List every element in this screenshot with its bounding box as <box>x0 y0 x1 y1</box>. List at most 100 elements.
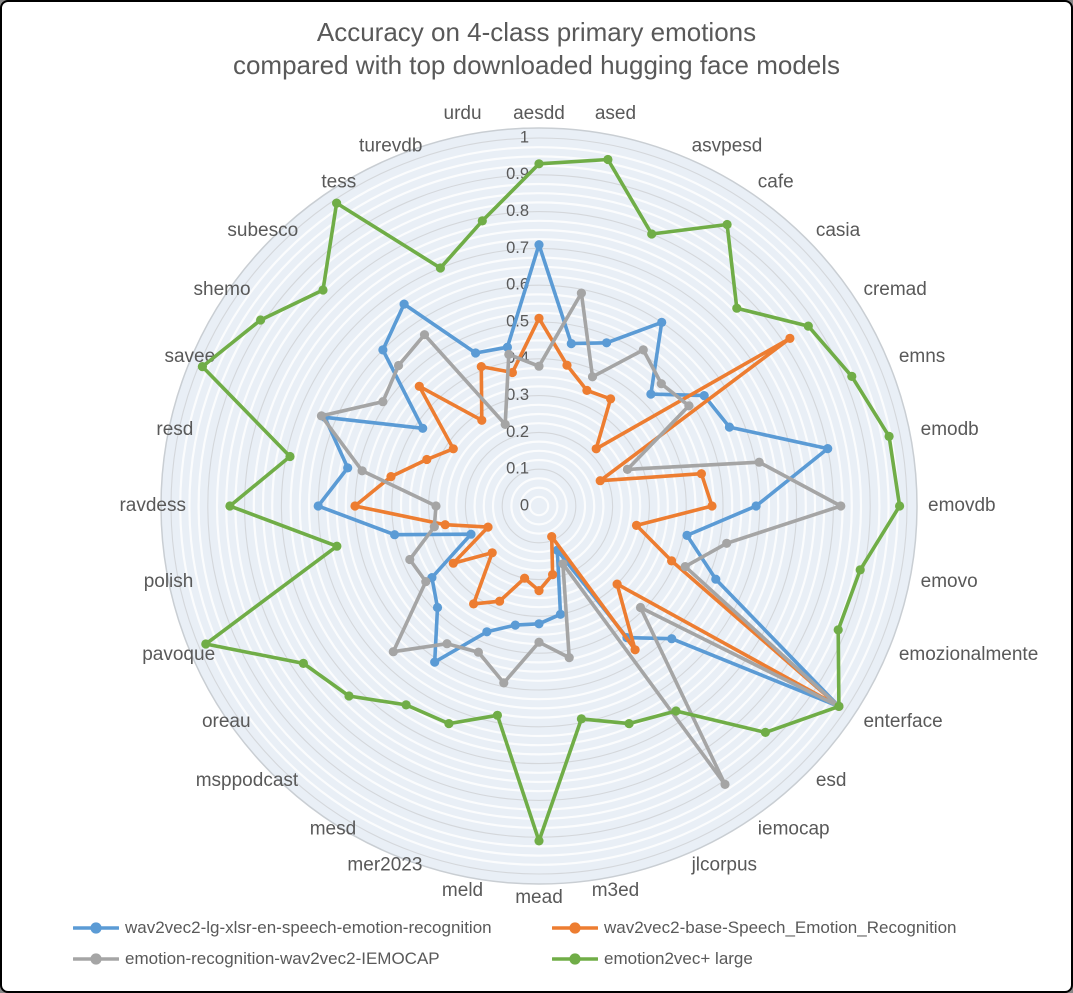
data-point-polish <box>429 522 439 532</box>
data-point-msppodcast <box>388 647 398 657</box>
legend-label: wav2vec2-base-Speech_Emotion_Recognition <box>604 918 957 937</box>
series-emotion2vec+ large <box>197 154 905 846</box>
data-point-cremad <box>699 391 709 401</box>
data-point-emozionalmente <box>833 625 843 635</box>
grid-ring-minor <box>409 376 669 636</box>
category-label-oreau: oreau <box>202 711 251 732</box>
grid-ring-major <box>501 468 577 544</box>
data-point-shemo <box>256 315 266 325</box>
radial-tick-label-0.5: 0.5 <box>506 312 529 330</box>
data-point-iemocap <box>720 779 730 790</box>
category-label-emozionalmente: emozionalmente <box>899 644 1038 665</box>
data-point-shemo <box>418 423 428 433</box>
data-point-emovdb <box>751 501 761 511</box>
data-point-mer2023 <box>482 627 492 637</box>
data-point-esd <box>760 727 771 738</box>
data-point-aesdd <box>534 361 544 371</box>
data-point-mesd <box>442 639 452 649</box>
series-wav2vec2-base-Speech_Emotion_Recognition <box>350 313 844 712</box>
data-point-emns <box>595 476 605 486</box>
category-label-polish: polish <box>144 571 194 592</box>
chart-title: Accuracy on 4-class primary emotions com… <box>2 16 1071 82</box>
data-point-msppodcast <box>432 602 443 613</box>
grid-ring-minor <box>289 256 789 756</box>
grid-ring-minor <box>261 228 817 784</box>
data-point-iemocap <box>671 706 681 716</box>
data-point-resd <box>386 472 396 482</box>
radial-tick-label-0.1: 0.1 <box>506 460 529 478</box>
legend-item-wav2vec2-lg-xlsr-en-speech-emotion-recognition: wav2vec2-lg-xlsr-en-speech-emotion-recog… <box>73 918 552 938</box>
category-label-pavoque: pavoque <box>142 644 215 665</box>
radial-tick-label-0.9: 0.9 <box>506 165 529 183</box>
grid-ring-minor <box>482 449 596 563</box>
data-point-emodb <box>884 431 894 441</box>
category-label-emodb: emodb <box>921 419 979 440</box>
grid-ring-major <box>391 358 687 654</box>
data-point-emodb <box>696 469 707 479</box>
grid-ring-minor <box>271 238 807 774</box>
data-point-casia <box>591 444 601 454</box>
data-point-emns <box>622 464 633 474</box>
data-point-emovdb <box>895 501 905 511</box>
legend-label: emotion2vec+ large <box>604 949 753 968</box>
data-point-cafe <box>722 219 732 230</box>
data-point-enterface <box>834 701 844 712</box>
legend-item-emotion-recognition-wav2vec2-IEMOCAP: emotion-recognition-wav2vec2-IEMOCAP <box>73 949 552 969</box>
radial-tick-label-0.2: 0.2 <box>506 423 529 441</box>
data-point-emovo <box>631 520 642 531</box>
legend-label: emotion-recognition-wav2vec2-IEMOCAP <box>125 949 440 968</box>
category-label-aesdd: aesdd <box>513 103 565 124</box>
category-label-turevdb: turevdb <box>359 136 422 157</box>
data-point-ased <box>576 288 587 298</box>
data-point-ravdess <box>350 501 360 511</box>
category-label-urdu: urdu <box>444 103 482 124</box>
legend-marker-icon <box>73 953 119 965</box>
grid-ring-minor <box>510 477 568 535</box>
grid-ring-minor <box>188 155 890 857</box>
data-point-emozionalmente <box>711 574 721 584</box>
data-point-meld <box>520 573 530 583</box>
data-point-emozionalmente <box>667 556 677 566</box>
data-point-urdu <box>504 349 514 359</box>
data-point-shemo <box>378 397 388 407</box>
category-label-m3ed: m3ed <box>592 880 640 901</box>
data-point-ravdess <box>431 501 441 511</box>
data-point-pavoque <box>405 554 415 565</box>
category-label-mer2023: mer2023 <box>347 854 422 875</box>
data-point-cremad <box>785 333 795 343</box>
data-point-urdu <box>502 342 512 352</box>
plot-area-edge <box>160 127 918 885</box>
data-point-msppodcast <box>344 691 354 701</box>
radial-tick-label-1: 1 <box>520 128 529 146</box>
category-label-emns: emns <box>899 346 945 367</box>
data-point-urdu <box>477 216 487 226</box>
data-point-polish <box>440 520 450 530</box>
grid-ring-minor <box>491 458 587 554</box>
data-point-turevdb <box>435 263 445 273</box>
data-point-savee <box>197 362 207 372</box>
data-point-cafe <box>606 394 616 404</box>
category-label-cremad: cremad <box>863 279 926 300</box>
category-label-savee: savee <box>164 346 215 367</box>
category-label-shemo: shemo <box>194 279 251 300</box>
data-point-m3ed <box>576 714 587 724</box>
data-point-m3ed <box>555 609 566 619</box>
data-point-tess <box>399 299 409 309</box>
category-label-iemocap: iemocap <box>758 818 830 839</box>
category-label-resd: resd <box>156 419 193 440</box>
grid-ring-major <box>428 395 650 617</box>
data-point-tess <box>419 330 430 340</box>
data-point-tess <box>477 415 487 425</box>
data-point-cremad <box>684 401 694 411</box>
data-point-mesd <box>401 700 411 710</box>
data-point-msppodcast <box>487 548 497 558</box>
data-point-aesdd <box>534 240 544 250</box>
category-label-jlcorpus: jlcorpus <box>691 854 757 875</box>
grid-ring-minor <box>381 348 697 664</box>
grid-ring-minor <box>307 274 771 738</box>
data-point-emovo <box>722 538 732 548</box>
data-point-aesdd <box>534 159 544 169</box>
legend-label: wav2vec2-lg-xlsr-en-speech-emotion-recog… <box>125 918 492 937</box>
data-point-casia <box>646 389 656 399</box>
